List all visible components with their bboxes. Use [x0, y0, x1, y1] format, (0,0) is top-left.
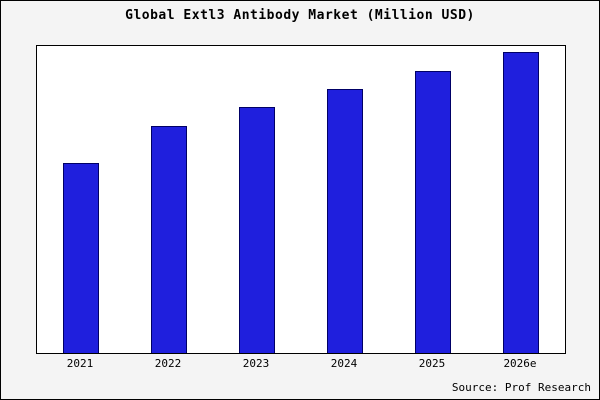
bar [151, 125, 187, 353]
x-tick-label: 2026e [503, 357, 537, 370]
x-tick-label: 2024 [330, 357, 358, 370]
chart-title: Global Extl3 Antibody Market (Million US… [125, 8, 475, 23]
x-tick-label: 2021 [66, 357, 94, 370]
x-tick-label: 2025 [418, 357, 446, 370]
plot-area [36, 45, 566, 354]
x-tick-label: 2023 [242, 357, 270, 370]
source-text: Source: Prof Research [451, 381, 591, 394]
bar [239, 107, 275, 353]
bar [415, 70, 451, 353]
bar [63, 162, 99, 353]
bar [503, 52, 539, 353]
bar [327, 88, 363, 353]
x-tick-label: 2022 [154, 357, 182, 370]
x-axis-labels: 2021 2022 2023 2024 2025 2026e [36, 357, 564, 370]
